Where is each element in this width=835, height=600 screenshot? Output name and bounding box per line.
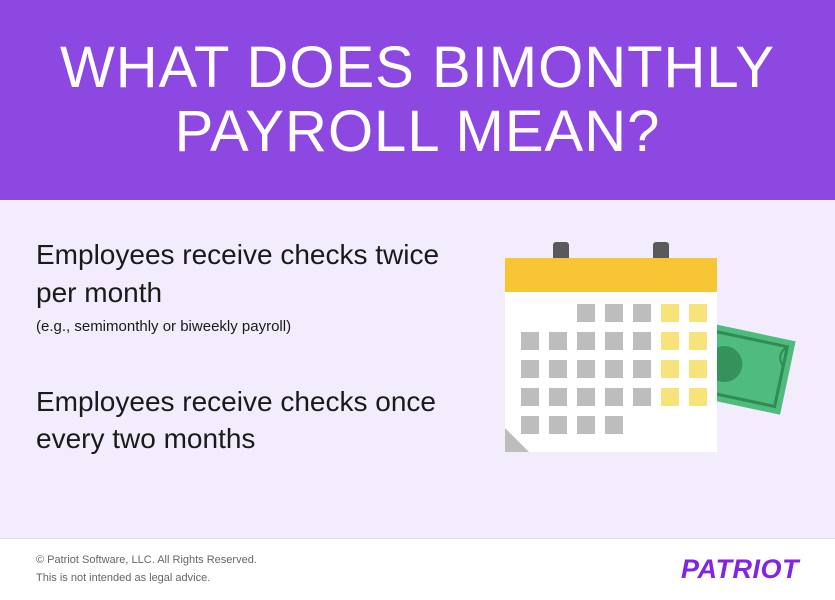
disclaimer-text: This is not intended as legal advice. xyxy=(36,570,257,588)
copyright-text: © Patriot Software, LLC. All Rights Rese… xyxy=(36,552,257,570)
header-banner: WHAT DOES BIMONTHLY PAYROLL MEAN? xyxy=(0,0,835,200)
definition-2: Employees receive checks once every two … xyxy=(36,383,456,459)
calendar-money-svg xyxy=(485,230,815,480)
content-area: Employees receive checks twice per month… xyxy=(0,200,835,538)
page-title: WHAT DOES BIMONTHLY PAYROLL MEAN? xyxy=(0,36,835,164)
definition-1: Employees receive checks twice per month… xyxy=(36,236,456,335)
patriot-logo: PATRIOT xyxy=(681,554,799,585)
definition-1-main: Employees receive checks twice per month xyxy=(36,236,456,312)
definitions-column: Employees receive checks twice per month… xyxy=(36,236,456,518)
footer-text: © Patriot Software, LLC. All Rights Rese… xyxy=(36,552,257,587)
calendar-money-graphic xyxy=(485,230,815,480)
footer: © Patriot Software, LLC. All Rights Rese… xyxy=(0,538,835,600)
definition-1-sub: (e.g., semimonthly or biweekly payroll) xyxy=(36,318,456,335)
definition-2-main: Employees receive checks once every two … xyxy=(36,383,456,459)
